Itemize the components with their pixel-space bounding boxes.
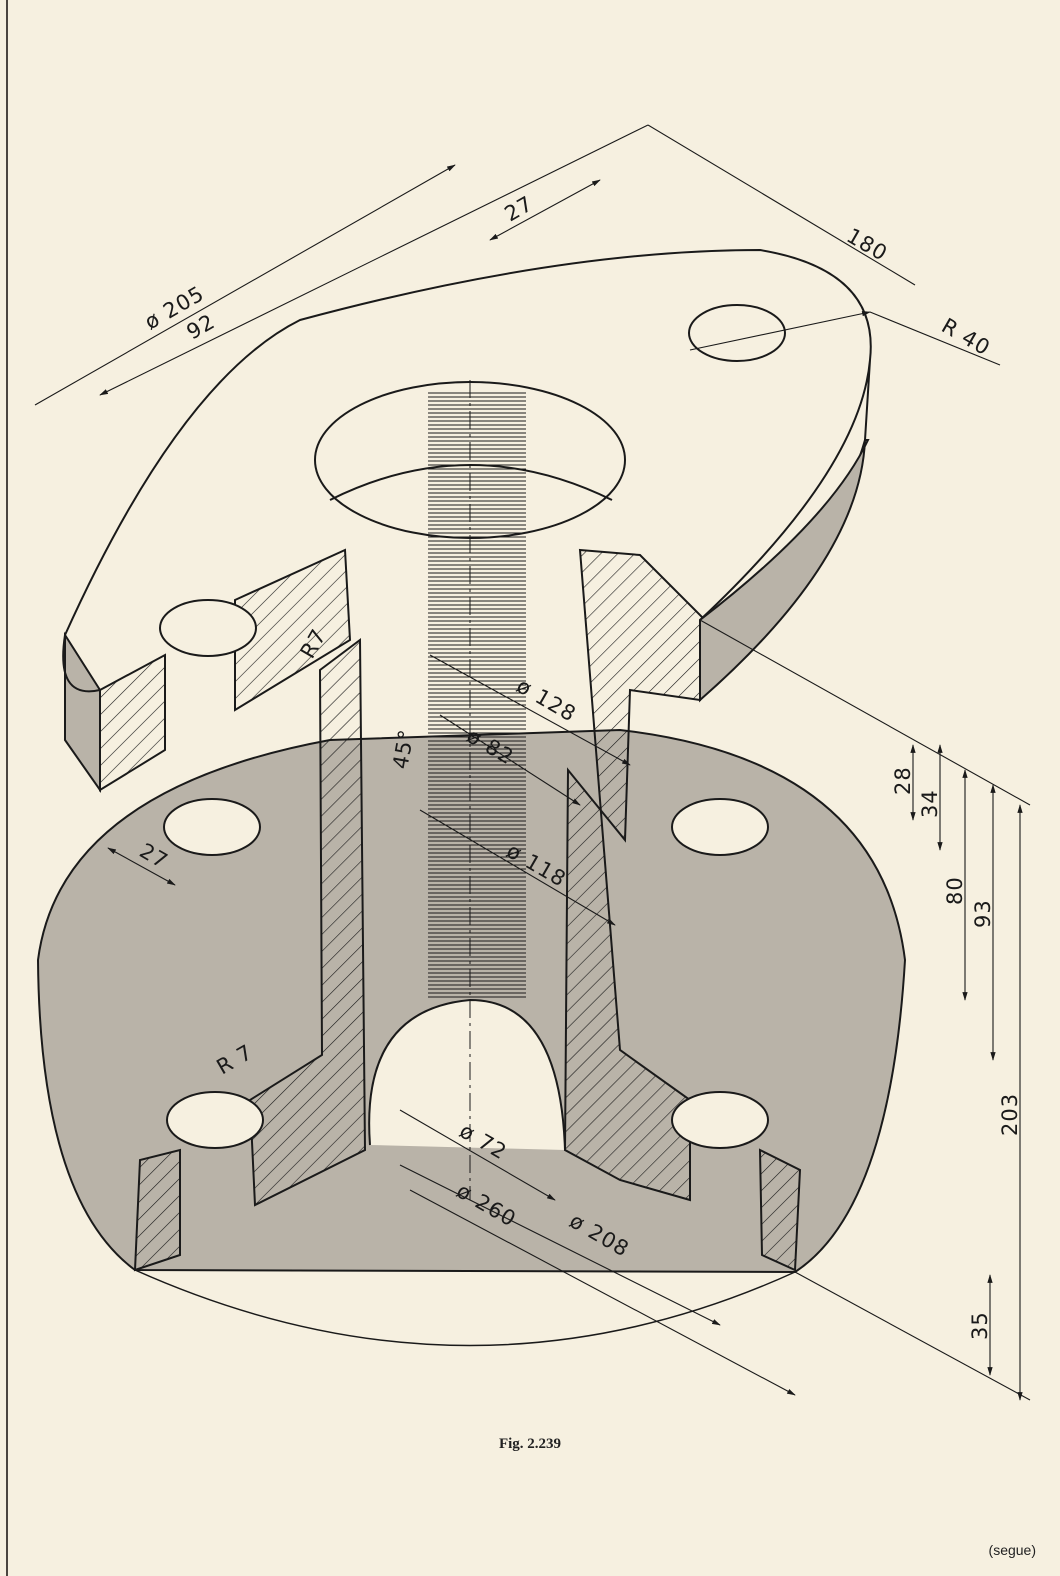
figure-caption: Fig. 2.239 — [498, 1436, 562, 1452]
dim-radius-40: R 40 — [938, 314, 995, 361]
central-boss — [314, 380, 626, 1200]
section-hatching — [99, 548, 802, 1272]
continues-note: (segue) — [988, 1542, 1036, 1558]
page-left-border — [6, 0, 8, 1576]
dimension-lines — [34, 124, 1031, 1401]
dim-length-180: 180 — [843, 224, 892, 266]
dim-height-80: 80 — [943, 876, 967, 905]
dim-offset-27: 27 — [501, 191, 538, 226]
bolt-holes — [159, 304, 786, 1149]
dim-height-34: 34 — [918, 789, 942, 818]
dim-height-93: 93 — [971, 899, 995, 928]
dim-height-203: 203 — [998, 1093, 1022, 1136]
dim-height-28: 28 — [891, 766, 915, 795]
dim-thickness-35: 35 — [968, 1311, 992, 1340]
